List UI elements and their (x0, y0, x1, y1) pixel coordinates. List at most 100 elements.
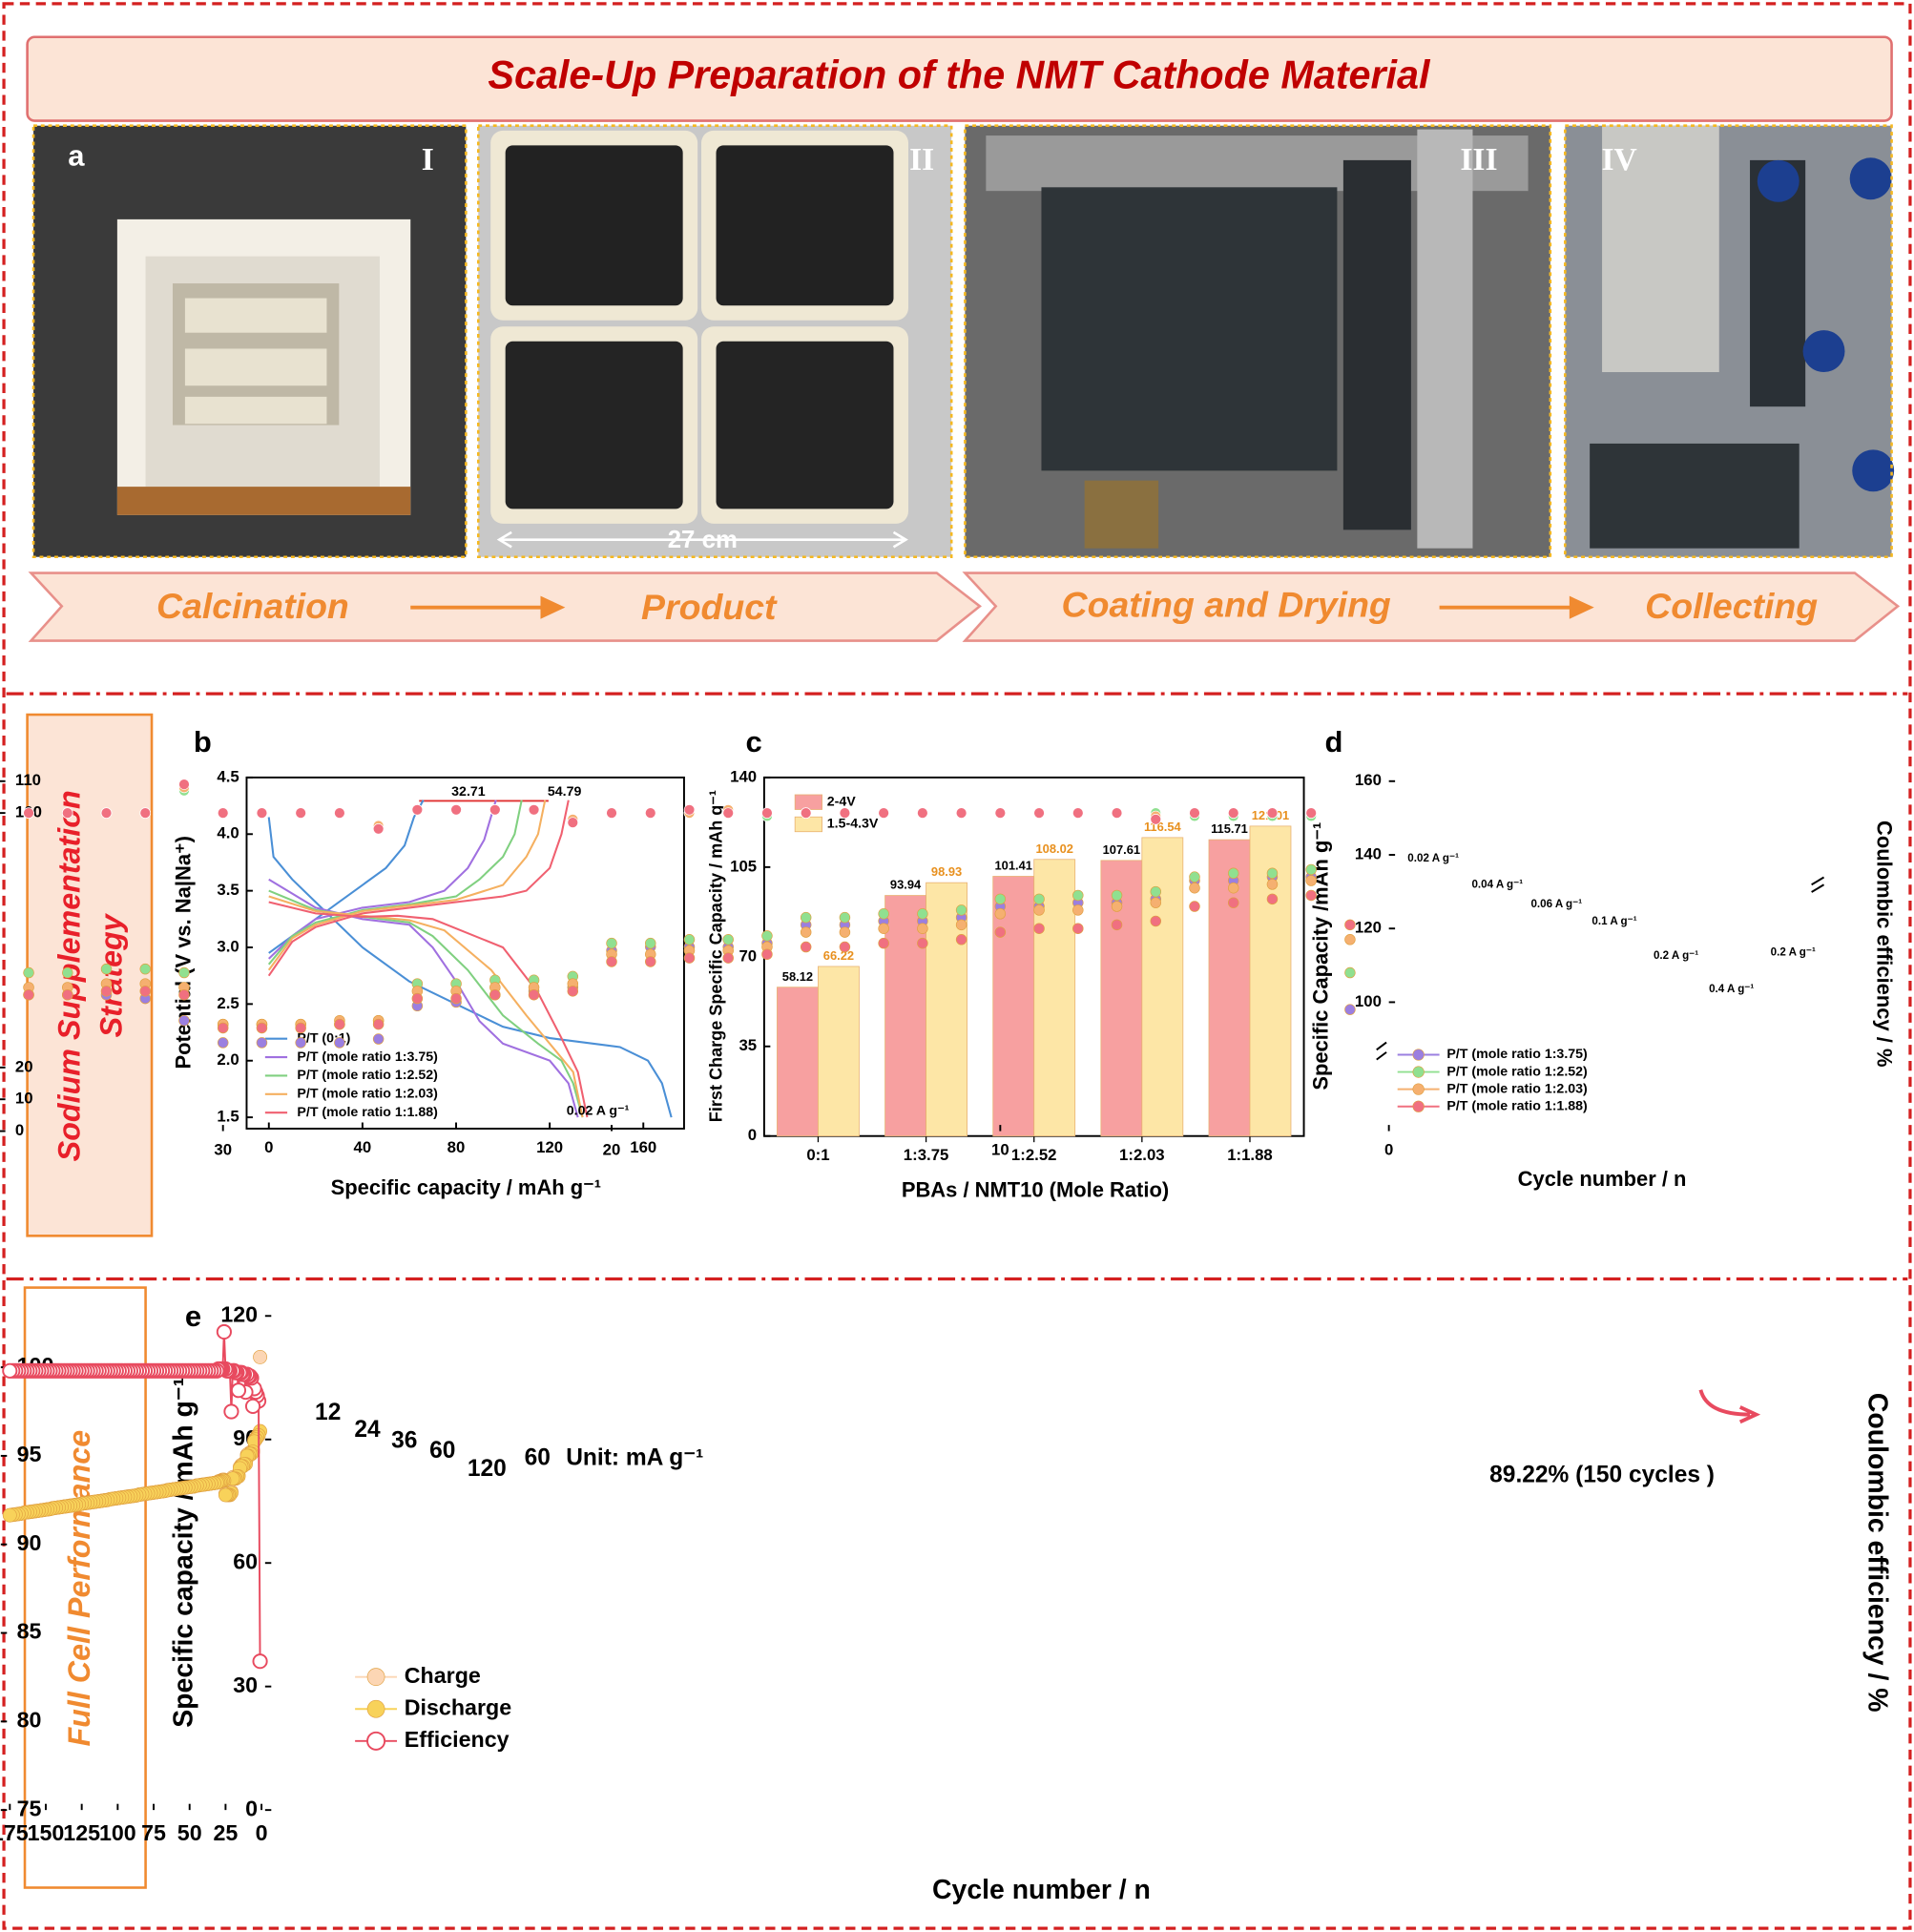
side-box (23, 1286, 147, 1889)
y2-tick-label: 95 (17, 1442, 42, 1466)
efficiency-point (683, 804, 696, 816)
efficiency-point (878, 807, 889, 819)
bar (992, 876, 1035, 1137)
y2-tick-label: 0 (15, 1121, 24, 1139)
efficiency-point (217, 807, 229, 819)
curve (267, 800, 584, 1118)
photo-furnace (31, 124, 468, 559)
efficiency-point (256, 807, 268, 819)
x-axis-title: Specific capacity / mAh g⁻¹ (331, 1175, 601, 1199)
point (295, 1022, 306, 1034)
y-tick-label: 2.0 (217, 1050, 239, 1069)
efficiency-point (334, 807, 345, 819)
efficiency-point (1072, 807, 1084, 819)
point (1227, 867, 1239, 880)
annotation: Unit: mA g⁻¹ (566, 1445, 703, 1471)
annotation: 0.2 A g⁻¹ (1771, 945, 1816, 958)
annotation: 0.04 A g⁻¹ (1471, 878, 1523, 890)
efficiency-point (100, 807, 113, 819)
efficiency-point (567, 817, 579, 828)
y-tick-label: 160 (1355, 771, 1382, 789)
point (252, 1653, 268, 1670)
y-tick-label: 0 (245, 1796, 258, 1820)
x-tick-label: 0 (1384, 1141, 1393, 1159)
point (722, 952, 734, 964)
annotation: 60 (525, 1445, 551, 1471)
point (100, 963, 113, 975)
legend-swatch (1412, 1066, 1425, 1078)
efficiency-point (411, 804, 424, 816)
efficiency-point (839, 807, 851, 819)
point (567, 986, 579, 997)
y2-tick-label: 10 (15, 1090, 33, 1108)
point (1344, 1004, 1356, 1015)
legend-label: 1.5-4.3V (827, 817, 879, 832)
x-tick-label: 20 (603, 1141, 621, 1159)
annotation: 60 (429, 1438, 455, 1464)
y-tick-label: 120 (1355, 919, 1382, 937)
y2-tick-label: 85 (17, 1619, 42, 1644)
point (295, 1037, 306, 1049)
point (606, 956, 617, 967)
point (1227, 897, 1239, 908)
legend-label: Charge (405, 1663, 481, 1688)
point (1033, 904, 1045, 916)
point (1227, 882, 1239, 894)
legend-label: P/T (mole ratio 1:1.88) (297, 1105, 438, 1120)
legend-label: P/T (mole ratio 1:1.88) (1446, 1098, 1588, 1113)
side-box (26, 713, 154, 1237)
point (606, 937, 617, 949)
legend-label: P/T (mole ratio 1:2.52) (1446, 1064, 1588, 1079)
efficiency-point (450, 804, 462, 816)
title-banner (26, 35, 1893, 122)
efficiency-point (178, 779, 190, 790)
x-tick-label: 0 (256, 1820, 268, 1845)
x-tick-label: 150 (28, 1820, 65, 1845)
photo-label: II (909, 142, 934, 177)
panel-label: b (194, 725, 212, 758)
step-arrow (410, 595, 566, 619)
y2-axis-title: Coulombic efficiency / % (1862, 1393, 1892, 1713)
point (178, 1014, 190, 1027)
point (917, 908, 928, 920)
point (139, 963, 151, 975)
point (917, 923, 928, 934)
value-label: 98.93 (931, 864, 962, 879)
point (23, 966, 34, 979)
legend-label: P/T (mole ratio 1:2.03) (1446, 1081, 1588, 1096)
step-label: Product (641, 587, 778, 627)
y2-axis-title: Coulombic efficiency / % (1873, 821, 1897, 1067)
efficiency-point (1111, 807, 1123, 819)
point (489, 988, 501, 1001)
x-tick-label: 175 (0, 1820, 29, 1845)
bar (777, 987, 819, 1137)
point (178, 988, 190, 1001)
x-tick-label: 40 (354, 1138, 372, 1156)
bar (818, 966, 860, 1137)
point (839, 941, 851, 953)
y-tick-label: 30 (233, 1672, 258, 1697)
y-axis-title: Specific capacity / mAh g⁻¹ (168, 1378, 198, 1728)
efficiency-point (1305, 807, 1317, 819)
point (2, 1507, 17, 1523)
annotation: 0.1 A g⁻¹ (1592, 915, 1636, 927)
point (1111, 901, 1123, 912)
step-label: Collecting (1645, 586, 1818, 626)
annotation: 89.22% (150 cycles ) (1489, 1463, 1715, 1488)
figure-title: Scale-Up Preparation of the NMT Cathode … (488, 52, 1431, 96)
y-tick-label: 35 (739, 1036, 757, 1054)
point (218, 1487, 233, 1503)
efficiency-point (1033, 807, 1045, 819)
x-axis-title: PBAs / NMT10 (Mole Ratio) (902, 1178, 1169, 1202)
annotation: 0.2 A g⁻¹ (1654, 949, 1698, 962)
point (334, 1018, 345, 1030)
legend-swatch (1412, 1100, 1425, 1112)
x-tick-label: 25 (213, 1820, 238, 1845)
value-label: 101.41 (994, 859, 1031, 873)
y-tick-label: 3.0 (217, 937, 239, 955)
efficiency-point (955, 807, 967, 819)
curve (267, 800, 589, 1118)
y-tick-label: 2.5 (217, 994, 239, 1012)
point (683, 952, 696, 964)
y2-tick-label: 80 (17, 1707, 42, 1732)
